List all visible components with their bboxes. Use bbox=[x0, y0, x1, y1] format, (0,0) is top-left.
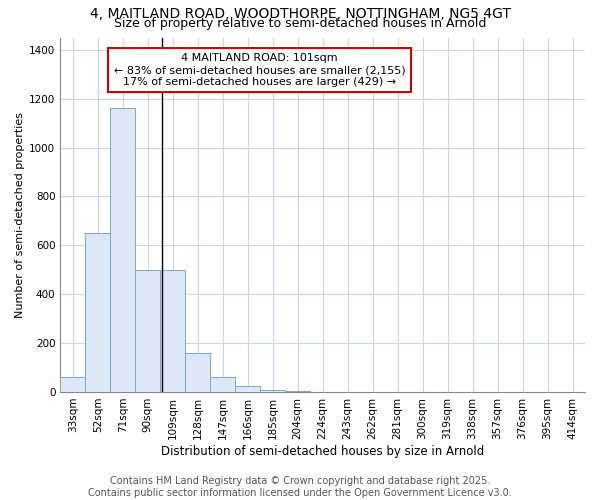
Bar bbox=[60, 378, 85, 392]
Bar bbox=[260, 390, 285, 392]
Bar bbox=[285, 390, 310, 392]
Bar bbox=[160, 270, 185, 392]
Bar bbox=[210, 378, 235, 392]
X-axis label: Distribution of semi-detached houses by size in Arnold: Distribution of semi-detached houses by … bbox=[161, 444, 484, 458]
Bar bbox=[110, 108, 135, 392]
Text: Contains HM Land Registry data © Crown copyright and database right 2025.
Contai: Contains HM Land Registry data © Crown c… bbox=[88, 476, 512, 498]
Y-axis label: Number of semi-detached properties: Number of semi-detached properties bbox=[15, 112, 25, 318]
Bar bbox=[185, 353, 210, 392]
Text: 4, MAITLAND ROAD, WOODTHORPE, NOTTINGHAM, NG5 4GT: 4, MAITLAND ROAD, WOODTHORPE, NOTTINGHAM… bbox=[89, 8, 511, 22]
Bar bbox=[235, 386, 260, 392]
Bar bbox=[135, 270, 160, 392]
Text: 4 MAITLAND ROAD: 101sqm
← 83% of semi-detached houses are smaller (2,155)
17% of: 4 MAITLAND ROAD: 101sqm ← 83% of semi-de… bbox=[114, 54, 406, 86]
Text: Size of property relative to semi-detached houses in Arnold: Size of property relative to semi-detach… bbox=[114, 18, 486, 30]
Bar bbox=[85, 233, 110, 392]
